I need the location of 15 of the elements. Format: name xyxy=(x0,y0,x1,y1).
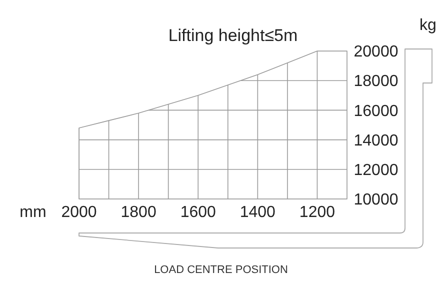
x-tick-label: 1400 xyxy=(240,204,276,221)
text: LOAD CENTRE POSITION xyxy=(154,264,288,276)
y-tick-label: 20000 xyxy=(354,44,398,61)
x-tick-label: 1600 xyxy=(180,204,216,221)
y-tick-label: 14000 xyxy=(354,132,398,150)
chart-title: Lifting height≤5m xyxy=(168,26,298,45)
y-axis-title: kg xyxy=(420,17,436,34)
y-tick-label: 10000 xyxy=(354,192,398,209)
x-tick-label: 2000 xyxy=(61,204,97,221)
y-tick-label: 16000 xyxy=(354,102,398,120)
y-tick-label: 18000 xyxy=(354,73,398,90)
x-tick-label: 1800 xyxy=(120,204,156,221)
x-tick-label: 1200 xyxy=(299,204,336,221)
x-axis-title: mm xyxy=(20,204,46,221)
y-tick-label: 12000 xyxy=(354,162,398,179)
